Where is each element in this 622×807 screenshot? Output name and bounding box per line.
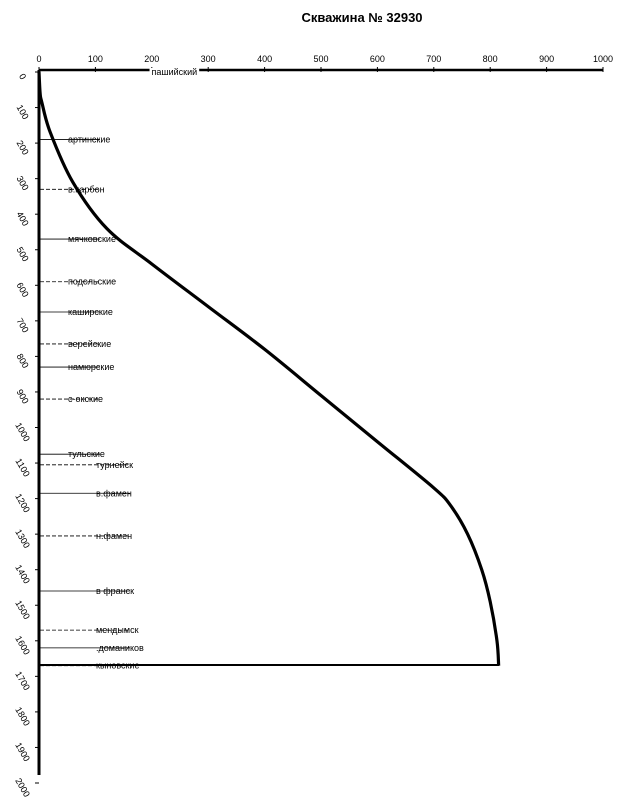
formation-label: н.фамен xyxy=(96,531,132,541)
y-tick-label: 1000 xyxy=(13,421,32,443)
y-tick-label: 0 xyxy=(17,72,28,81)
x-tick-label: 0 xyxy=(36,54,41,64)
x-tick-label: 900 xyxy=(539,54,554,64)
formation-label: намюрские xyxy=(68,362,114,372)
formation-label: в франск xyxy=(96,586,134,596)
chart-title: Скважина № 32930 xyxy=(301,10,422,25)
x-tick-label: 700 xyxy=(426,54,441,64)
formation-label: мячковские xyxy=(68,234,116,244)
y-tick-label: 1700 xyxy=(13,670,32,692)
y-tick-label: 1100 xyxy=(13,457,31,479)
x-tick-label: 400 xyxy=(257,54,272,64)
formation-label: артинские xyxy=(68,135,110,145)
formation-label: .домаников xyxy=(96,643,144,653)
formation-label: турнейск xyxy=(96,460,133,470)
x-tick-label: 600 xyxy=(370,54,385,64)
formation-label: пашийский xyxy=(152,67,198,77)
y-tick-label: 1600 xyxy=(13,634,32,656)
x-tick-label: 300 xyxy=(201,54,216,64)
y-tick-label: 600 xyxy=(15,281,31,299)
y-tick-label: 700 xyxy=(15,316,31,334)
y-tick-label: 200 xyxy=(15,139,31,157)
x-tick-label: 100 xyxy=(88,54,103,64)
y-tick-label: 2000 xyxy=(13,776,32,798)
well-trajectory-line xyxy=(37,71,501,666)
formation-label: каширские xyxy=(68,307,113,317)
formation-label: с-окские xyxy=(68,394,103,404)
formation-label: тульские xyxy=(68,449,105,459)
formation-label: в.фамен xyxy=(96,488,132,498)
x-tick-labels: 0 100 200 300 400 500 600 700 800 900 1000 xyxy=(36,54,613,72)
formation-label: подольские xyxy=(68,277,116,287)
y-tick-label: 1400 xyxy=(13,563,32,585)
y-tick-label: 1300 xyxy=(13,527,32,549)
y-tick-label: 1200 xyxy=(13,492,32,514)
formation-label-bg xyxy=(149,68,200,77)
y-tick-label: 800 xyxy=(15,352,31,370)
x-tick-label: 500 xyxy=(313,54,328,64)
formation-label: в.карбон xyxy=(68,184,105,194)
formation-tops: пашийский артинские в.карбон мячковские подо… xyxy=(40,67,200,671)
y-tick-label: 500 xyxy=(15,245,31,263)
y-tick-label: 300 xyxy=(15,174,31,192)
formation-label: мендымск xyxy=(96,625,139,635)
y-tick-label: 1500 xyxy=(13,599,32,621)
x-tick-label: 1000 xyxy=(593,54,613,64)
y-tick-label: 1900 xyxy=(13,741,32,763)
y-tick-labels: 0 100 200 300 400 500 600 700 800 900 1000 1100 1200… xyxy=(13,71,39,799)
y-tick-label: 100 xyxy=(15,103,31,121)
y-tick-label: 900 xyxy=(15,387,31,405)
formation-label: верейские xyxy=(68,339,111,349)
formation-label: кыновские xyxy=(96,661,140,671)
x-tick-label: 800 xyxy=(483,54,498,64)
y-tick-label: 400 xyxy=(15,210,31,228)
y-tick-label: 1800 xyxy=(13,705,32,727)
x-tick-label: 200 xyxy=(144,54,159,64)
